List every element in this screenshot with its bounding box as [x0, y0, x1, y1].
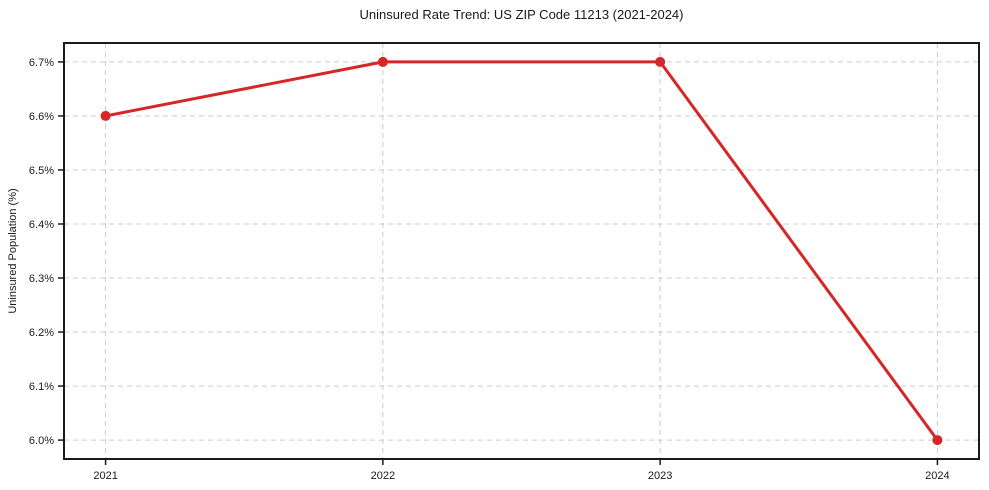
data-point	[377, 56, 388, 67]
y-tick-label: 6.1%	[29, 381, 54, 393]
x-tick-label: 2024	[925, 470, 949, 482]
y-tick-label: 6.2%	[29, 327, 54, 339]
data-point	[100, 110, 111, 121]
y-tick-label: 6.3%	[29, 273, 54, 285]
axes-spines	[63, 42, 980, 460]
y-tick-label: 6.7%	[29, 57, 54, 69]
y-tick-label: 6.5%	[29, 165, 54, 177]
y-tick-label: 6.6%	[29, 111, 54, 123]
data-point	[932, 435, 943, 446]
data-point	[655, 56, 666, 67]
trend-line	[104, 60, 939, 442]
y-tick-label: 6.0%	[29, 435, 54, 447]
x-tick-label: 2022	[371, 470, 395, 482]
x-tick-label: 2023	[648, 470, 672, 482]
chart-title: Uninsured Rate Trend: US ZIP Code 11213 …	[359, 7, 684, 22]
x-tick-label: 2021	[93, 470, 117, 482]
y-tick-label: 6.4%	[29, 219, 54, 231]
